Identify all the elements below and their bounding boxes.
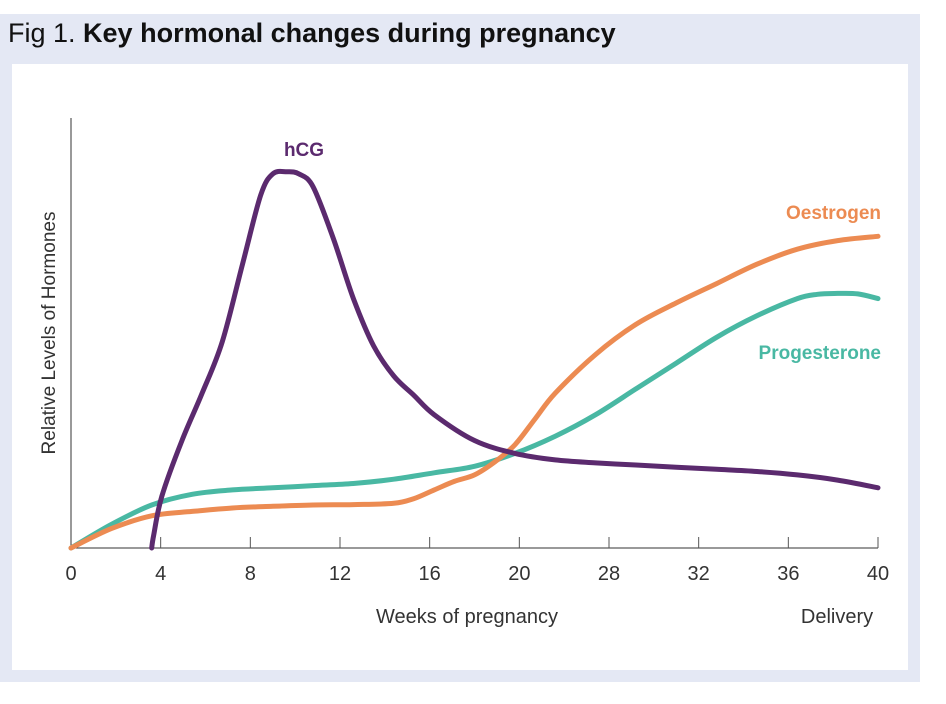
x-tick-label-4: 4 xyxy=(155,563,166,585)
y-axis-label: Relative Levels of Hormones xyxy=(39,212,60,455)
x-tick-label-20: 20 xyxy=(508,563,530,585)
figure-label: Fig 1. xyxy=(8,18,76,48)
x-axis-label: Weeks of pregnancy xyxy=(376,606,558,628)
x-tick-label-8: 8 xyxy=(245,563,256,585)
x-axis-end-label: Delivery xyxy=(801,606,873,628)
series-label-oestrogen: Oestrogen xyxy=(786,203,881,224)
series-line-hcg xyxy=(149,168,881,551)
x-tick-label-28: 28 xyxy=(598,563,620,585)
series-line-oestrogen xyxy=(68,233,881,551)
x-tick-label-0: 0 xyxy=(65,563,76,585)
x-tick-label-40: 40 xyxy=(867,563,889,585)
figure-title: Fig 1. Key hormonal changes during pregn… xyxy=(8,18,616,48)
series-layer xyxy=(68,168,881,551)
series-label-hcg: hCG xyxy=(284,140,324,161)
x-tick-label-32: 32 xyxy=(688,563,710,585)
chart-panel xyxy=(12,64,908,670)
x-tick-label-36: 36 xyxy=(777,563,799,585)
chart-axes xyxy=(70,118,878,549)
figure-heading: Key hormonal changes during pregnancy xyxy=(83,18,616,48)
x-tick-label-16: 16 xyxy=(419,563,441,585)
series-label-progesterone: Progesterone xyxy=(759,343,881,364)
x-tick-label-12: 12 xyxy=(329,563,351,585)
x-axis-ticks: 0 4 8 12 16 20 28 32 36 40 xyxy=(65,537,889,585)
